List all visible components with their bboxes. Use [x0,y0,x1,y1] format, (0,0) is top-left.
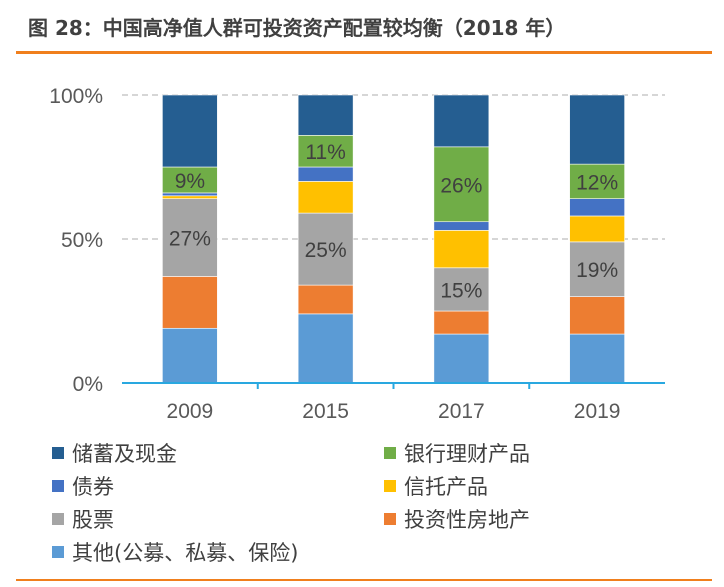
legend-swatch [52,480,64,492]
bar-segment [297,94,354,136]
top-divider [16,51,712,54]
bar-segment [433,310,490,335]
legend-label: 储蓄及现金 [72,442,177,466]
data-label: 27% [169,228,211,251]
legend-swatch [52,447,64,459]
figure-title: 图 28：中国高净值人群可投资资产配置较均衡（2018 年） [28,16,566,40]
legend-label: 股票 [72,508,114,532]
legend-item: 投资性房地产 [384,504,530,534]
bar-segment [433,146,490,223]
bar-segment [162,94,218,168]
bar-segment [297,313,354,384]
data-label: 15% [440,279,482,302]
bar-segment [297,135,354,168]
bar-segment [569,94,625,165]
bar-segment [162,192,218,197]
legend-swatch [384,480,396,492]
legend-item: 债券 [52,471,114,501]
legend-item: 其他(公募、私募、保险) [52,537,298,567]
y-tick-label: 50% [61,229,103,252]
bar-segment [569,241,625,297]
legend-swatch [52,546,64,558]
bar-segment [162,166,218,194]
legend-label: 其他(公募、私募、保险) [72,541,299,565]
data-label: 26% [440,174,482,197]
bar-segment [569,296,625,335]
bar-segment [162,276,218,329]
bar-segment [433,94,490,148]
data-label: 19% [576,259,618,282]
bar-segment [297,212,354,286]
x-tick-label: 2019 [574,400,621,423]
bar-segment [297,166,354,182]
x-tick-label: 2009 [167,400,214,423]
bar-segment [433,333,490,384]
x-tick-label: 2017 [438,400,485,423]
legend-item: 股票 [52,504,114,534]
bar-segment [569,198,625,217]
bar-segment [433,230,490,269]
data-label: 9% [175,170,205,193]
legend-label: 债券 [72,475,114,499]
bar-segment [569,215,625,243]
bar-segment [569,333,625,384]
legend-item: 信托产品 [384,471,488,501]
data-label: 25% [305,239,347,262]
legend-swatch [384,513,396,525]
bar-segment [162,195,218,199]
legend-label: 银行理财产品 [404,442,530,466]
legend-item: 银行理财产品 [384,438,530,468]
legend-label: 投资性房地产 [404,508,530,532]
bar-segment [569,163,625,199]
x-tick-label: 2015 [302,400,349,423]
legend-label: 信托产品 [404,475,488,499]
bar-segment [433,221,490,231]
legend-item: 储蓄及现金 [52,438,177,468]
data-label: 12% [576,171,618,194]
y-tick-label: 0% [73,373,103,396]
bottom-divider [16,579,712,581]
data-label: 11% [305,141,345,164]
legend-swatch [52,513,64,525]
bar-segment [433,267,490,312]
bar-segment [297,284,354,315]
bar-segment [297,181,354,214]
bar-segment [162,327,218,384]
y-tick-label: 100% [49,85,103,108]
legend-swatch [384,447,396,459]
